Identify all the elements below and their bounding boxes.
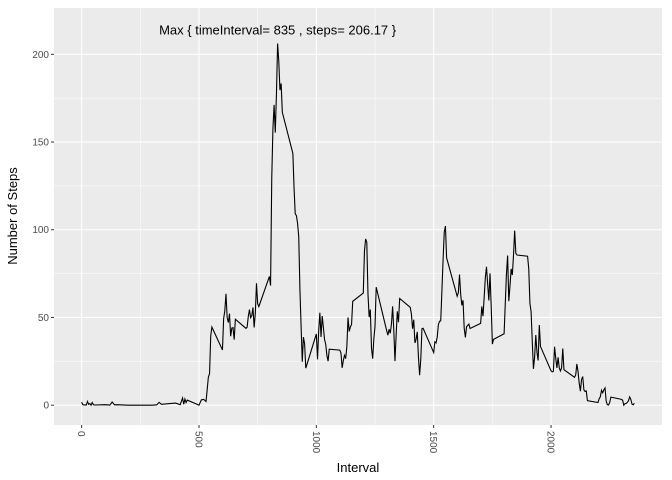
y-tick-label: 50 xyxy=(38,313,50,324)
annotation: Max { timeInterval= 835 , steps= 206.17 … xyxy=(159,22,397,37)
y-tick-label: 200 xyxy=(32,50,49,61)
y-tick-label: 0 xyxy=(43,401,49,412)
x-tick-label: 2000 xyxy=(545,431,556,454)
panel xyxy=(54,8,662,425)
line xyxy=(81,43,635,407)
x-tick-label: 1000 xyxy=(310,431,321,454)
x-axis-title: Interval xyxy=(337,460,380,475)
y-axis-title: Number of Steps xyxy=(5,167,20,265)
x-tick-label: 0 xyxy=(75,431,86,437)
y-tick-label: 150 xyxy=(32,138,49,149)
x-tick-label: 500 xyxy=(192,431,203,448)
x-tick-label: 1500 xyxy=(427,431,438,454)
y-tick-label: 100 xyxy=(32,225,49,236)
